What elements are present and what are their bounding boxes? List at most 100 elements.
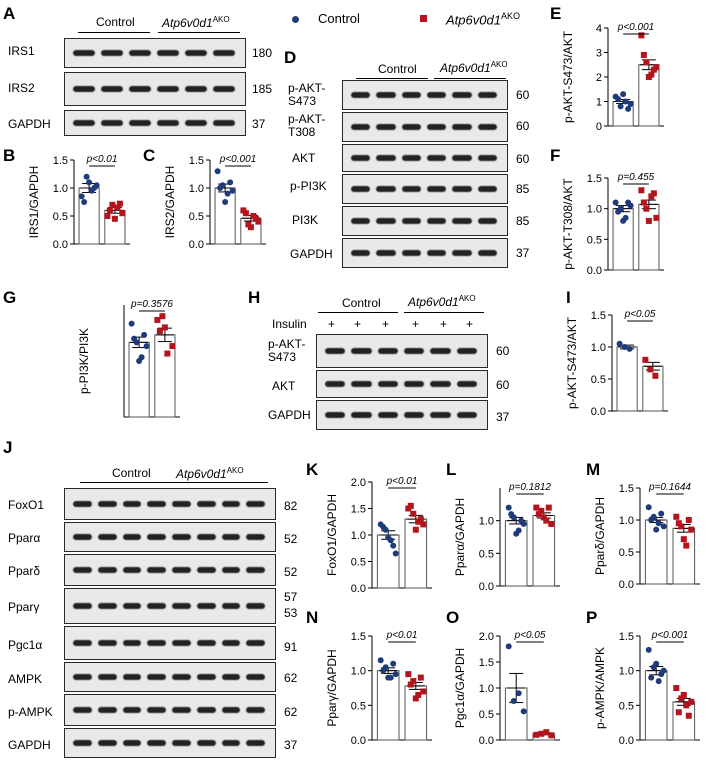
blot-band: [73, 50, 95, 56]
blot-d-kda: 85: [516, 214, 530, 228]
panel-label-g: G: [3, 288, 17, 307]
blot-d-ako-line: [434, 78, 506, 79]
y-tick-label: 0.0: [189, 239, 204, 251]
blot-band: [122, 740, 142, 746]
blot-band: [404, 348, 425, 354]
data-point-control: [616, 340, 623, 347]
blot-j-row-label: Pparγ: [8, 600, 40, 614]
blot-band: [73, 501, 92, 507]
blot-h-ako-line: [404, 312, 484, 313]
blot-h-plus: +: [466, 317, 474, 331]
data-point-control: [214, 168, 221, 175]
data-point-ako: [653, 214, 660, 221]
blot-band: [351, 412, 372, 418]
blot-band: [221, 501, 241, 507]
y-tick-label: 1.0: [351, 666, 366, 678]
data-point-ako: [154, 316, 161, 323]
blot-band: [404, 381, 425, 387]
blot-j-gapdh: [64, 728, 276, 758]
data-point-ako: [252, 215, 259, 222]
data-point-ako: [685, 712, 692, 719]
blot-band: [401, 250, 421, 256]
data-point-control: [224, 190, 231, 197]
blot-band: [401, 124, 421, 130]
blot-band: [185, 86, 207, 92]
data-point-control: [505, 504, 512, 511]
data-point-control: [86, 179, 93, 186]
data-point-control: [380, 667, 387, 674]
blot-j-foxo1: [64, 488, 276, 520]
data-point-ako: [680, 536, 687, 543]
data-point-ako: [650, 66, 657, 73]
blot-band: [129, 120, 151, 126]
blot-j-ppard: [64, 554, 276, 586]
blot-band: [147, 707, 166, 713]
blot-j-row-label: FoxO1: [8, 498, 45, 512]
blot-band: [452, 124, 472, 130]
blot-band: [430, 348, 451, 354]
y-tick-label: 1.5: [53, 155, 68, 167]
blot-d-pakt473: [342, 80, 508, 110]
blot-band: [430, 381, 451, 387]
y-tick-label: 1.0: [619, 666, 634, 678]
blot-band: [401, 186, 421, 192]
blot-a-gapdh: [64, 110, 246, 136]
panel-label-p: P: [586, 608, 598, 627]
y-tick-label: 0.0: [53, 239, 68, 251]
blot-band: [157, 120, 179, 126]
blot-band: [351, 250, 371, 256]
data-point-ako: [543, 517, 550, 524]
blot-band: [221, 707, 241, 713]
y-tick-label: 1.0: [587, 204, 602, 216]
blot-j-kda: 52: [284, 532, 298, 546]
data-point-control: [625, 199, 632, 206]
y-tick-label: 2: [596, 72, 602, 84]
blot-band: [172, 640, 191, 646]
data-point-control: [617, 103, 624, 110]
blot-j-group-control: Control: [112, 466, 151, 480]
blot-band: [325, 381, 346, 387]
y-tick-label: 1: [596, 97, 602, 109]
y-axis-label: p-AKT-T308/AKT: [561, 178, 575, 270]
blot-band: [452, 155, 472, 161]
bar: [616, 346, 638, 412]
data-point-ako: [643, 59, 650, 66]
data-point-control: [621, 344, 628, 350]
data-point-ako: [420, 688, 427, 695]
data-point-ako: [417, 674, 424, 681]
blot-band: [196, 567, 216, 573]
blot-band: [430, 412, 451, 418]
blot-d-row-label: p-AKT- S473: [288, 81, 326, 108]
blot-j-pparg: [64, 588, 276, 624]
y-tick-label: 1.5: [587, 173, 602, 185]
data-point-ako: [242, 210, 249, 217]
data-point-control: [615, 208, 622, 215]
blot-band: [376, 218, 396, 224]
blot-a-kda: 180: [252, 46, 273, 60]
blot-h-plus: +: [354, 317, 362, 331]
blot-j-ampk: [64, 662, 276, 692]
y-tick-label: 0.5: [619, 700, 634, 712]
blot-h-row-label: p-AKT- S473: [268, 337, 306, 364]
data-point-ako: [538, 507, 545, 514]
data-point-ako: [415, 691, 422, 698]
data-point-ako: [673, 685, 680, 691]
blot-d-row-label: AKT: [292, 151, 316, 165]
y-tick-label: 0.0: [619, 735, 634, 747]
blot-d-group-control: Control: [378, 62, 417, 76]
y-tick-label: 1.0: [479, 683, 494, 695]
panel-label-f: F: [550, 146, 561, 165]
y-tick-label: 3: [596, 48, 602, 60]
data-point-control: [78, 193, 85, 200]
blot-band: [401, 92, 421, 98]
panel-label-b: B: [3, 146, 16, 165]
data-point-ako: [678, 523, 685, 530]
data-point-ako: [548, 520, 555, 527]
blot-band: [377, 348, 398, 354]
data-point-ako: [540, 514, 547, 521]
blot-h-row-label: AKT: [272, 379, 296, 393]
blot-band: [172, 740, 191, 746]
blot-h-plus: +: [412, 317, 420, 331]
blot-band: [246, 603, 265, 609]
y-axis-label: p-AKT-S473/AKT: [565, 316, 579, 409]
